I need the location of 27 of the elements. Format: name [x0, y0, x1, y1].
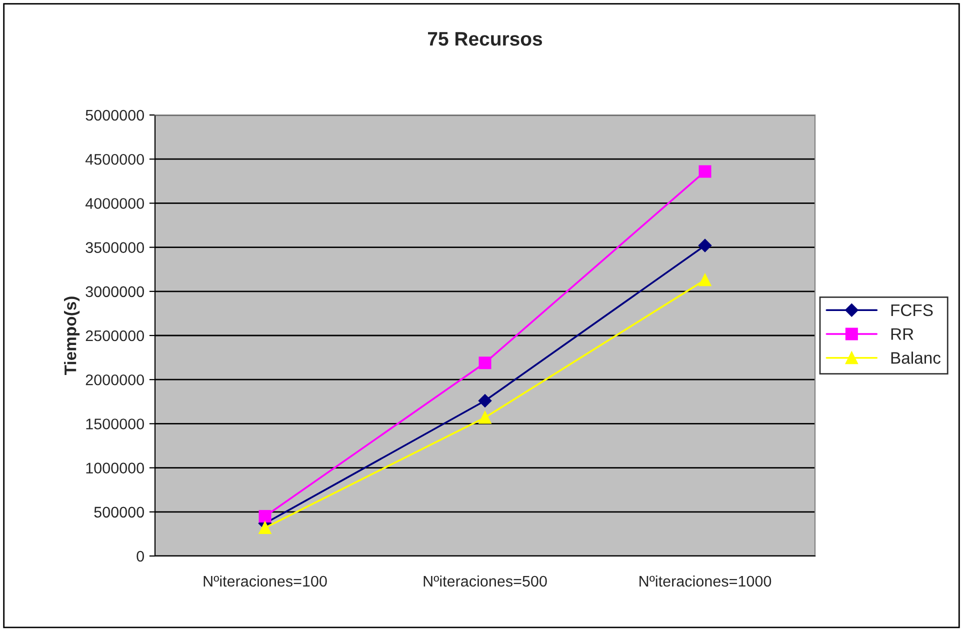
- y-tick-label: 2500000: [86, 330, 144, 342]
- point: [478, 411, 492, 424]
- point: [478, 356, 492, 370]
- point: [478, 394, 492, 408]
- y-tick-label: 1000000: [86, 462, 144, 474]
- chart-title: 75 Recursos: [428, 32, 542, 46]
- y-tick-label: 1500000: [86, 418, 144, 430]
- y-tick-label: 500000: [94, 506, 144, 518]
- legend-label: RR: [891, 328, 914, 340]
- y-tick-label: 4500000: [85, 154, 144, 165]
- y-tick-label: 0: [136, 550, 144, 562]
- point: [698, 274, 712, 286]
- y-tick-label: 3500000: [86, 242, 144, 253]
- point: [258, 522, 272, 534]
- legend-label: FCFS: [891, 304, 933, 316]
- y-tick-label: 3000000: [86, 286, 144, 298]
- x-tick-label: Nºiteraciones=500: [424, 575, 547, 587]
- point: [258, 510, 272, 523]
- point: [698, 165, 712, 178]
- y-axis-title: Tiempo(s): [64, 296, 80, 375]
- x-tick-label: Nºiteraciones=100: [204, 575, 327, 587]
- y-tick-label: 2000000: [86, 374, 144, 386]
- point: [698, 238, 712, 252]
- y-tick-label: 4000000: [85, 198, 144, 209]
- x-tick-label: Nºiteraciones=1000: [640, 575, 772, 587]
- y-tick-label: 5000000: [86, 110, 144, 121]
- legend-label: Balanc: [891, 352, 941, 364]
